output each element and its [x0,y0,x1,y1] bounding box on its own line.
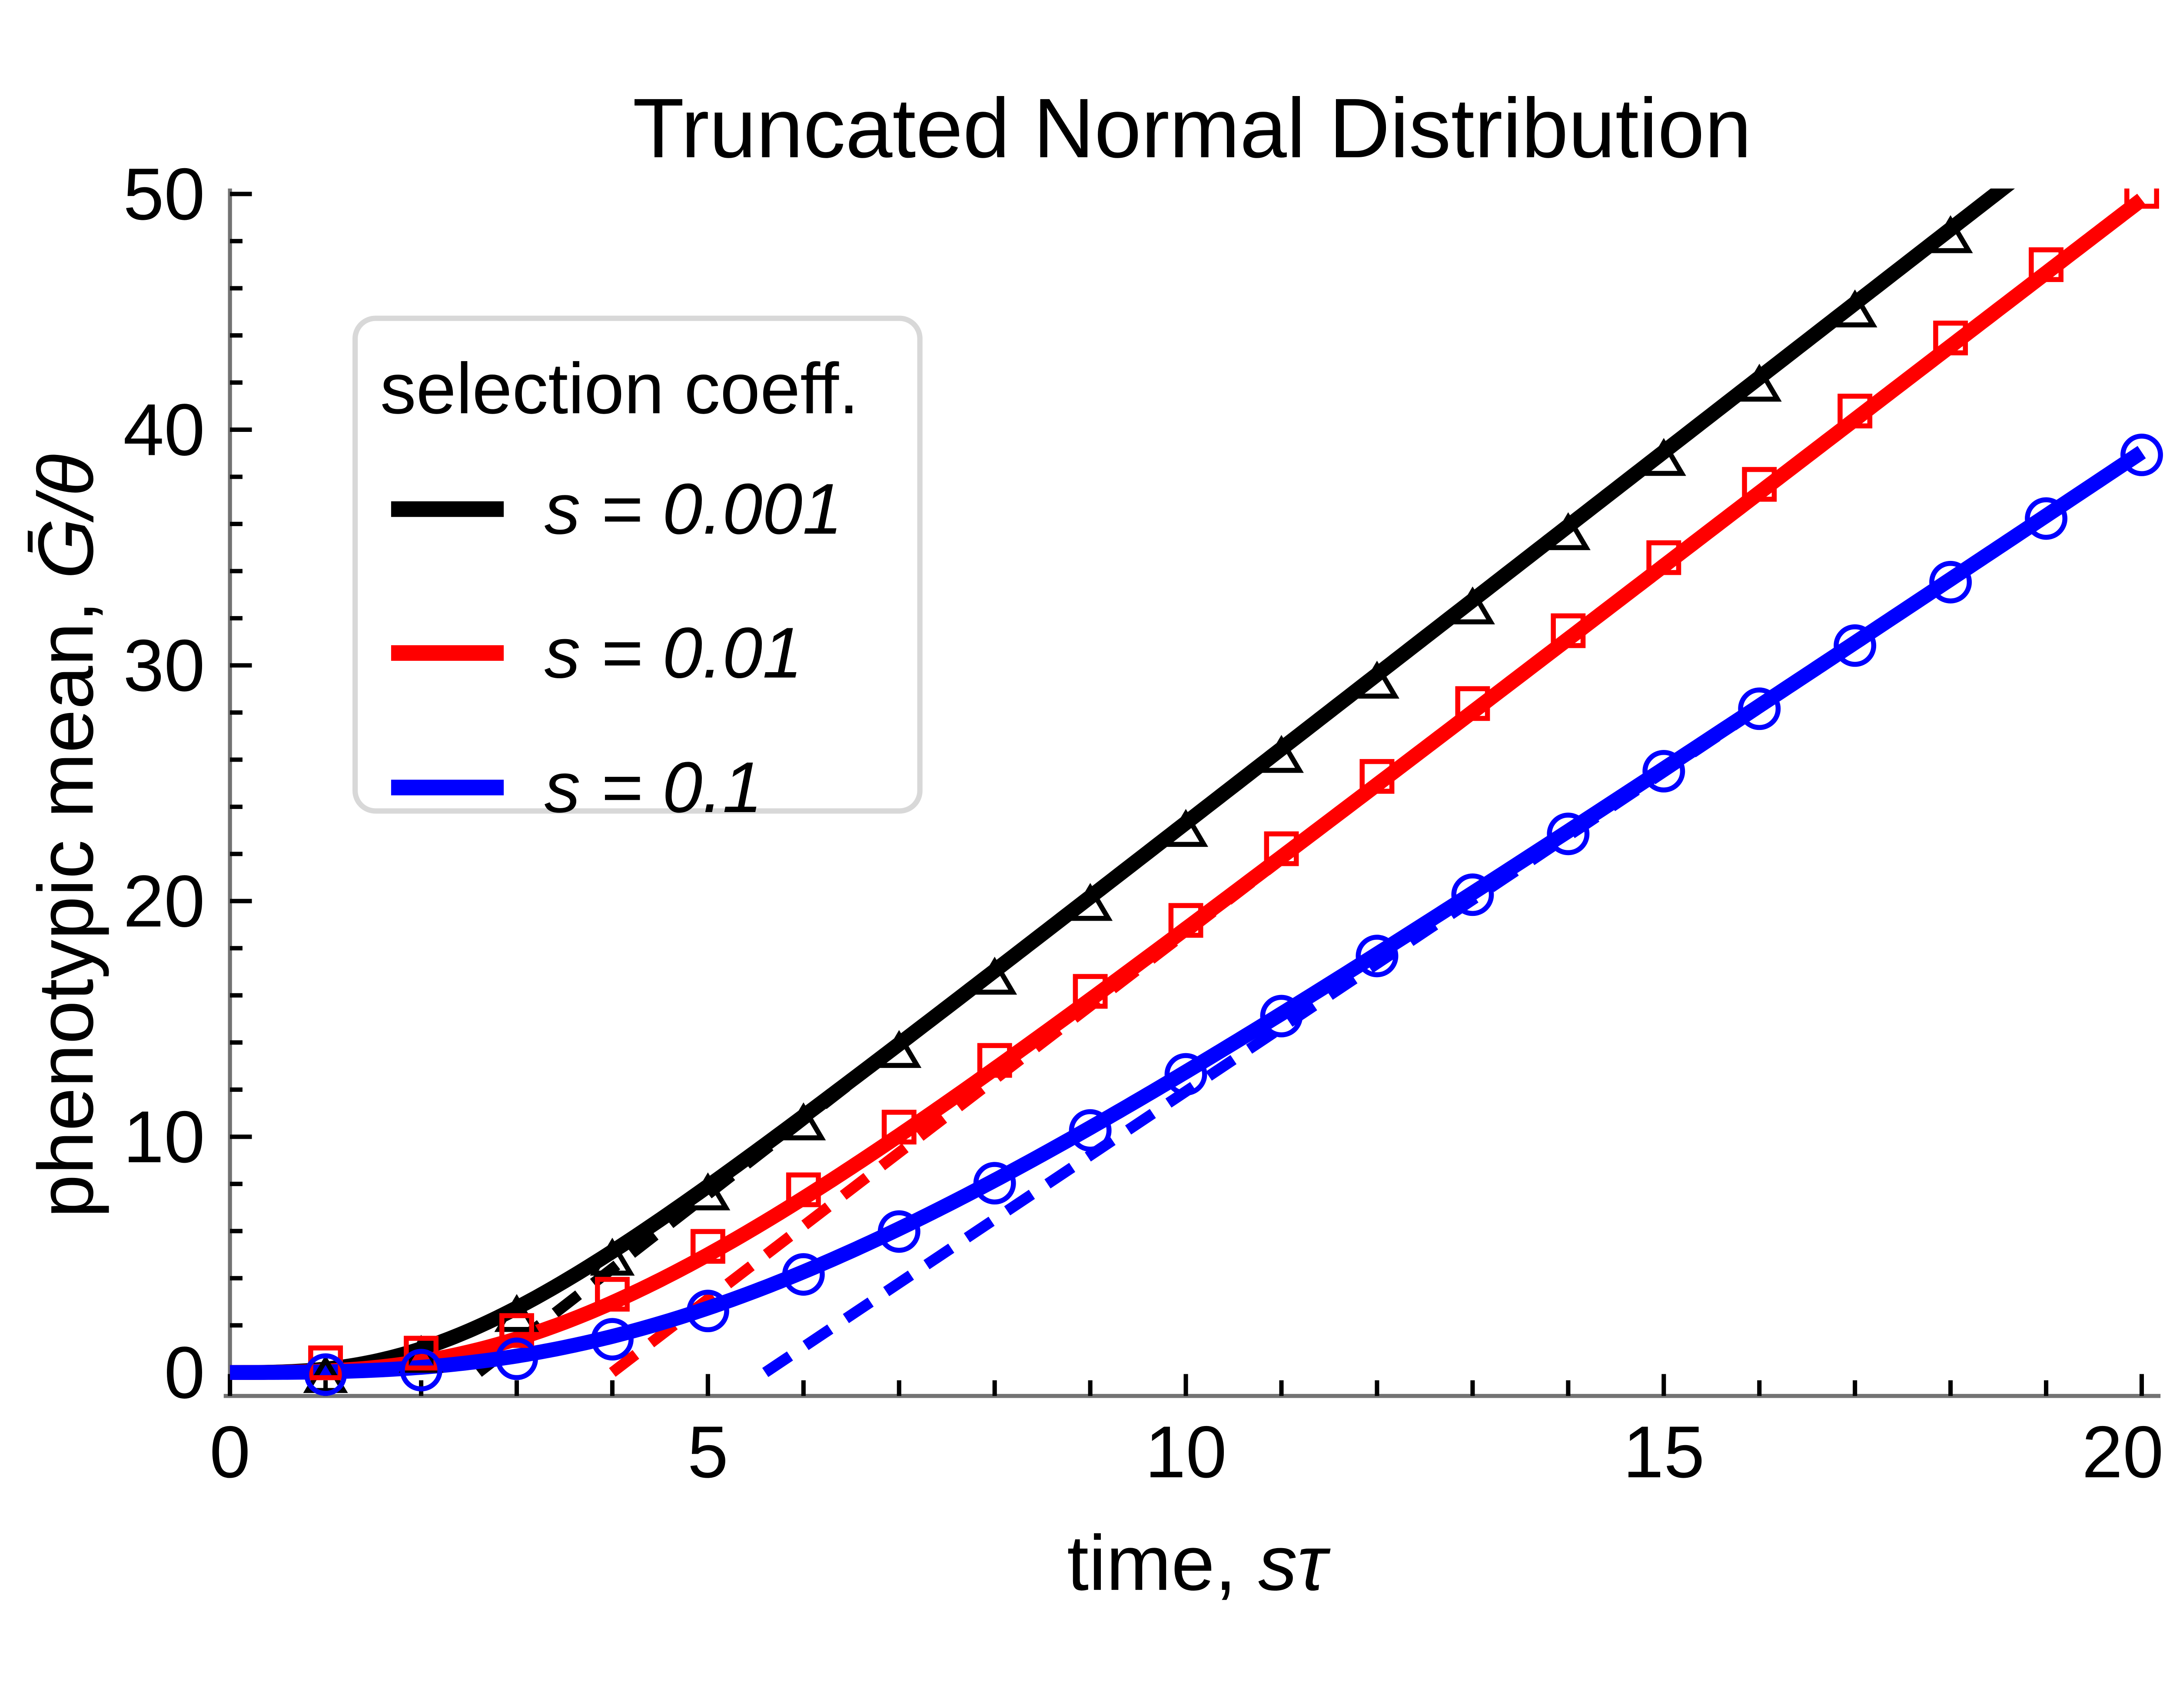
marker-circle [973,1162,1016,1205]
marker-triangle [877,1030,922,1068]
y-axis-label-plain: phenotypic mean, [22,579,110,1218]
marker-circle [686,1290,729,1333]
legend-title: selection coeff. [380,348,859,429]
marker-triangle [1928,215,1973,253]
y-tick-label: 0 [164,1331,205,1413]
marker-square [1837,394,1873,428]
marker-square [690,1229,725,1264]
marker-triangle [1163,809,1209,847]
marker-circle [877,1210,920,1253]
data-series [227,188,2146,1380]
legend-label-s-0.1: s = 0.1 [545,747,763,828]
marker-triangle [1641,438,1686,476]
x-tick-label: 5 [688,1411,728,1493]
marker-square [1264,831,1299,866]
marker-triangle [781,1102,826,1141]
theory-curve-triangle [227,188,2015,1380]
marker-square [595,1277,630,1312]
plot-title: Truncated Normal Distribution [633,81,1752,176]
marker-circle [1356,935,1399,978]
x-axis-label-math: sτ [1258,1519,1331,1607]
data-markers [303,188,2163,1396]
y-axis-label: phenotypic mean, Ḡ/θ [22,454,110,1218]
y-tick-label: 20 [123,860,205,942]
marker-circle [1738,687,1781,730]
x-tick-label: 10 [1145,1411,1226,1493]
legend-label-s-0.001: s = 0.001 [545,469,843,549]
marker-square [1455,686,1490,721]
marker-triangle [1354,660,1399,699]
marker-triangle [1737,364,1782,402]
axis-ticks [228,192,2144,1396]
marker-triangle [1545,512,1591,551]
marker-circle [1164,1053,1207,1096]
marker-triangle [590,1237,635,1276]
marker-circle [1929,560,1972,604]
y-tick-label: 10 [123,1096,205,1178]
y-tick-label: 40 [123,388,205,471]
marker-circle [1260,995,1303,1038]
x-axis-label: time, sτ [1067,1519,1331,1607]
marker-circle [400,1349,442,1392]
legend-label-s-0.01: s = 0.01 [545,613,803,693]
marker-square [404,1336,439,1371]
y-tick-label: 30 [123,624,205,706]
marker-circle [2025,497,2068,540]
marker-square [2124,188,2159,209]
marker-square [1073,974,1108,1009]
marker-square [1742,467,1777,502]
marker-circle [2120,433,2163,476]
marker-square [881,1110,917,1145]
y-axis-label-math: Ḡ/θ [22,454,110,579]
y-tick-label: 50 [123,153,205,235]
marker-square [1551,613,1586,648]
x-axis-label-plain: time, [1067,1519,1258,1607]
marker-square [977,1043,1012,1078]
axes [223,188,2161,1398]
marker-circle [1451,873,1494,916]
x-tick-label: 15 [1623,1411,1705,1493]
marker-triangle [1450,586,1495,624]
marker-triangle [685,1172,731,1211]
x-tick-label: 0 [209,1411,250,1493]
marker-triangle [1068,883,1113,921]
marker-triangle [1259,735,1304,773]
legend: selection coeff. s = 0.001 s = 0.01 s = … [352,315,923,828]
x-tick-label: 20 [2082,1411,2163,1493]
marker-square [499,1313,534,1348]
marker-circle [1834,624,1877,667]
marker-triangle [972,956,1017,995]
marker-circle [304,1353,347,1396]
marker-square [1646,540,1681,575]
theory-curve-circle [227,446,2146,1380]
marker-triangle [1832,289,1877,328]
legend-box [352,315,923,814]
marker-square [786,1172,821,1207]
marker-circle [782,1253,825,1296]
marker-circle [1642,750,1685,793]
marker-circle [495,1337,538,1380]
theory-curve-square [227,193,2146,1380]
marker-square [1359,759,1395,794]
marker-circle [591,1318,634,1361]
marker-circle [1547,813,1590,856]
marker-circle [1069,1109,1112,1152]
marker-square [1168,903,1203,938]
marker-square [1933,320,1968,355]
marker-square [2029,247,2064,282]
axis-tick-labels: 0 5 10 15 20 0 10 20 30 40 50 [123,153,2163,1493]
